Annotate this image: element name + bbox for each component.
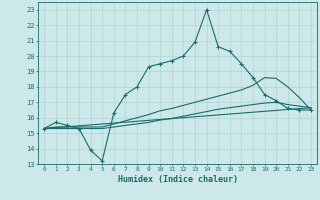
- X-axis label: Humidex (Indice chaleur): Humidex (Indice chaleur): [118, 175, 238, 184]
